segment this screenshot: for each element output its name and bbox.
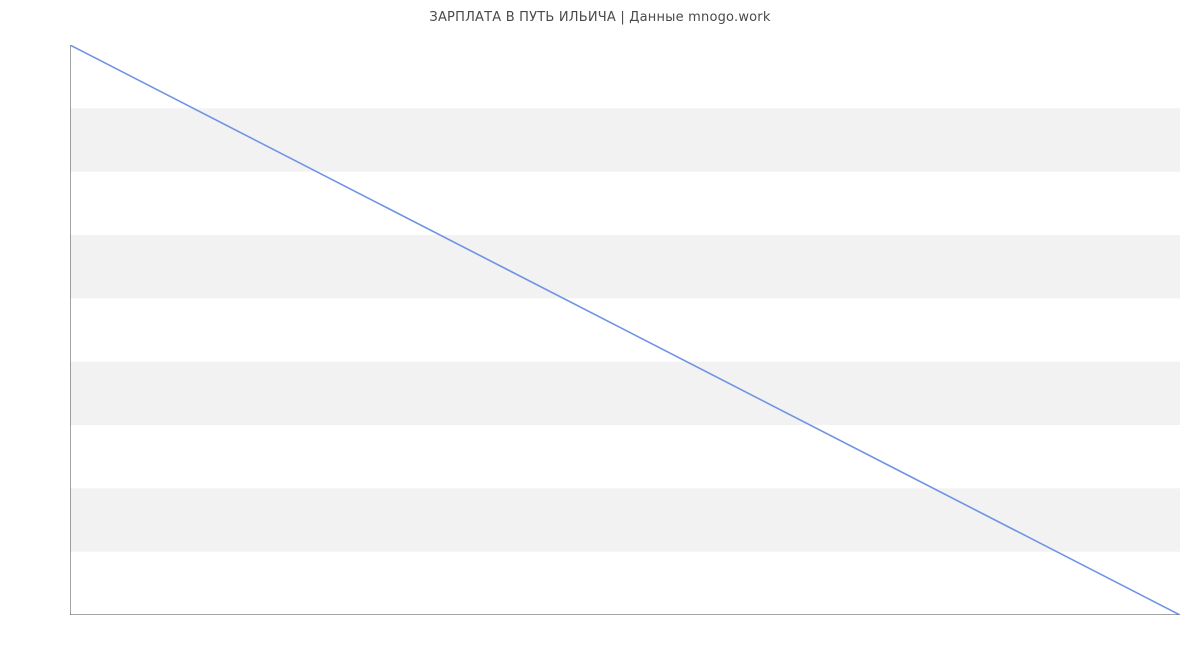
grid-band — [70, 235, 1180, 298]
chart-area: 4500050000550006000065000700007500080000… — [70, 45, 1180, 615]
grid-band — [70, 108, 1180, 171]
line-chart-svg: 4500050000550006000065000700007500080000… — [70, 45, 1180, 615]
grid-band — [70, 488, 1180, 551]
grid-band — [70, 362, 1180, 425]
chart-title: ЗАРПЛАТА В ПУТЬ ИЛЬИЧА | Данные mnogo.wo… — [0, 0, 1200, 25]
